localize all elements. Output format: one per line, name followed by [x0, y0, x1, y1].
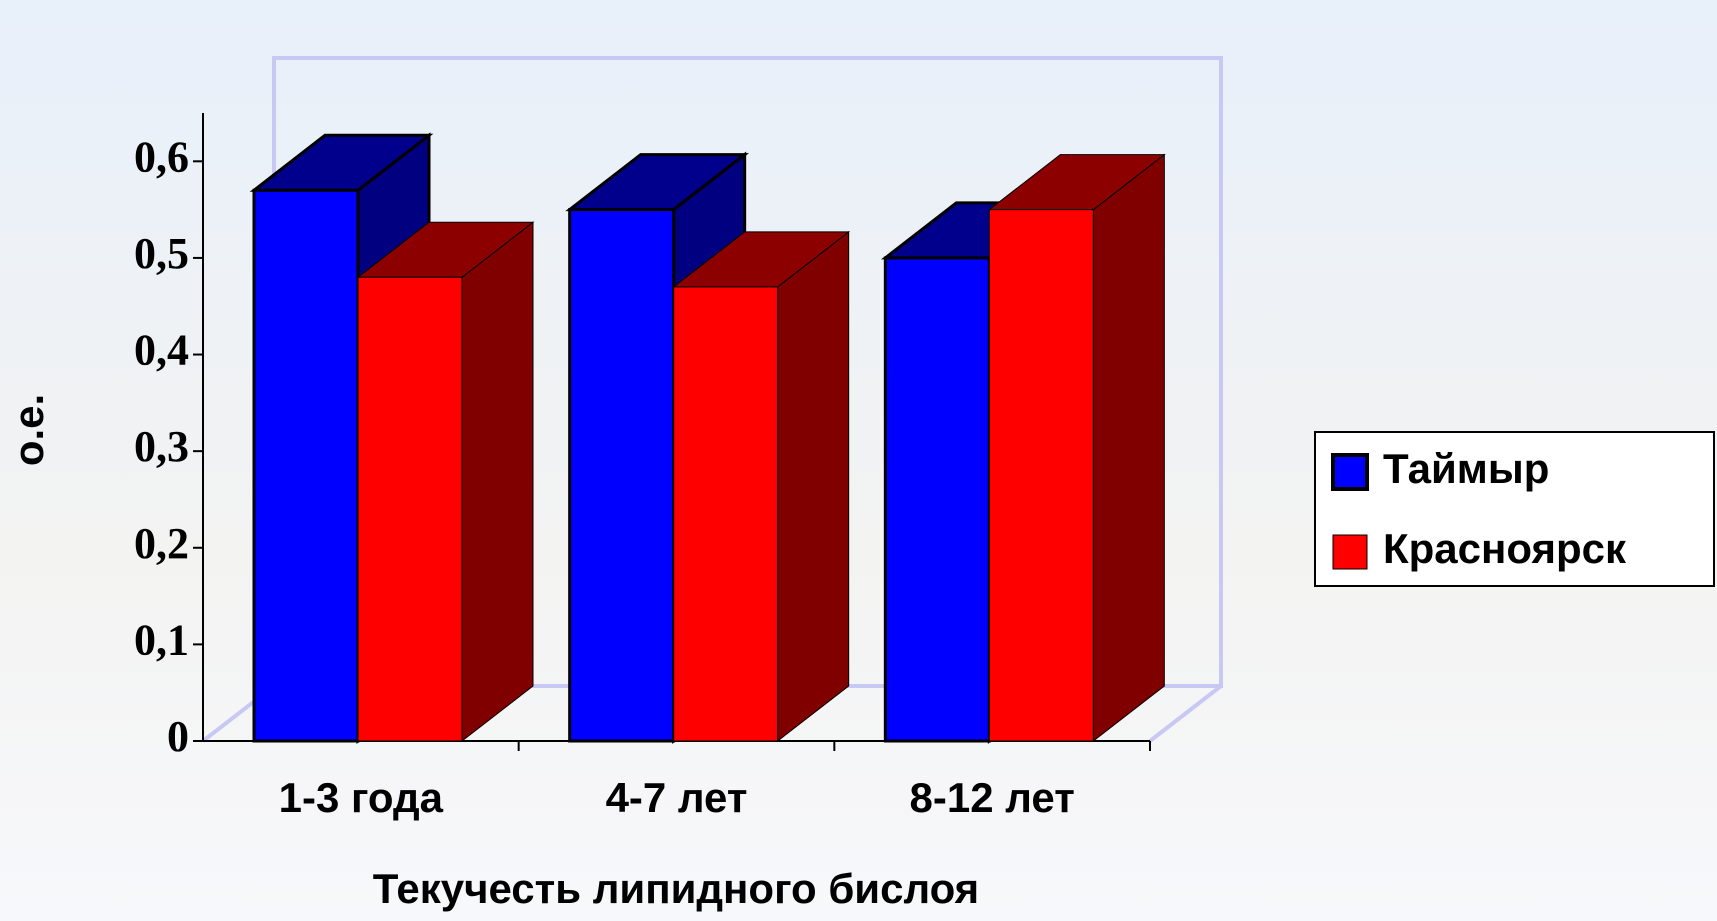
x-tick-label: 8-12 лет: [910, 774, 1075, 821]
y-tick-label: 0: [167, 712, 189, 761]
bar: [252, 188, 360, 743]
y-tick-label: 0,1: [134, 615, 189, 664]
bar: [988, 209, 1094, 742]
legend-swatch: [1332, 534, 1368, 570]
legend-box: [1314, 431, 1715, 587]
bar: [673, 286, 779, 742]
y-axis-title: о.е.: [5, 394, 52, 466]
y-tick-label: 0,5: [134, 229, 189, 278]
floor-edge: [1148, 684, 1223, 743]
bar-side: [1092, 153, 1165, 743]
legend-label: Красноярск: [1383, 525, 1627, 572]
y-tick-label: 0,4: [134, 326, 189, 375]
bar: [568, 208, 676, 743]
y-tick-label: 0,2: [134, 519, 189, 568]
bar: [357, 276, 463, 742]
x-tick-label: 1-3 года: [279, 774, 444, 821]
legend-label: Таймыр: [1383, 445, 1549, 492]
bar: [883, 256, 991, 743]
y-tick-label: 0,3: [134, 422, 189, 471]
y-tick-label: 0,6: [134, 132, 189, 181]
x-tick-label: 4-7 лет: [606, 774, 748, 821]
bar-side: [777, 230, 850, 743]
x-axis-title: Текучесть липидного бислоя: [373, 865, 979, 912]
bar-side: [461, 221, 534, 743]
legend-swatch: [1331, 453, 1369, 491]
